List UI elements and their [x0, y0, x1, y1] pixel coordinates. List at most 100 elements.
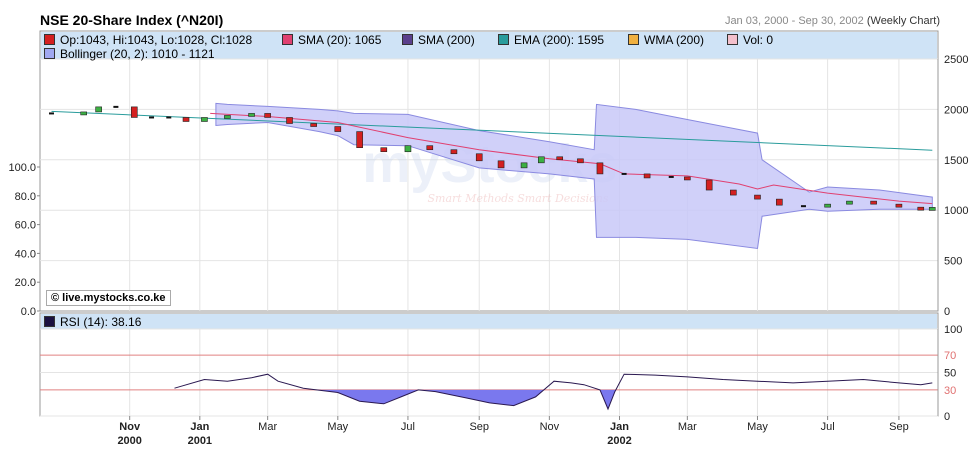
date-tick-label: Nov: [540, 421, 560, 433]
legend-volume-label: Vol: 0: [743, 33, 774, 47]
candle: [917, 206, 925, 211]
candle: [264, 113, 271, 118]
candle: [846, 200, 853, 205]
legend-rsi: RSI (14): 38.16: [44, 315, 141, 329]
candle: [538, 156, 545, 164]
candle: [870, 200, 877, 205]
candle: [310, 123, 317, 127]
rsi-legend-band: [41, 314, 937, 329]
legend-ema200-swatch: [498, 34, 509, 45]
legend-sma20-label: SMA (20): 1065: [298, 33, 382, 47]
rsi-level-label: 70: [944, 350, 956, 362]
date-tick-label: May: [747, 421, 768, 433]
rsi-line: [174, 373, 933, 411]
candle: [201, 117, 208, 122]
candle: [286, 117, 293, 124]
price-axis: 0 500 1000 1500 2000 2500: [937, 54, 968, 318]
candle: [577, 158, 584, 164]
candle: [754, 194, 761, 200]
candle: [475, 153, 483, 162]
date-tick-label: Jul: [821, 421, 835, 433]
volume-tick-label: 40.0: [15, 248, 36, 260]
date-tick-label: Sep: [469, 421, 489, 433]
candle: [224, 115, 231, 119]
price-grid: [40, 58, 938, 311]
candle: [113, 105, 119, 108]
legend-rsi-swatch: [44, 316, 55, 327]
candle: [182, 117, 190, 122]
candle: [824, 203, 831, 208]
legend-sma20-swatch: [282, 34, 293, 45]
candle: [643, 173, 651, 179]
candle: [556, 156, 564, 161]
candle: [705, 179, 713, 191]
legend-volume: Vol: 0: [727, 33, 773, 47]
candle: [149, 116, 155, 119]
candle: [380, 147, 388, 153]
candle: [48, 112, 54, 115]
legend-ohlc-swatch: [44, 34, 55, 45]
date-tick-year: 2001: [188, 435, 212, 447]
candle: [426, 145, 434, 151]
ema200-line: [51, 110, 933, 151]
date-tick-label: Jan: [610, 421, 629, 433]
date-tick-label: May: [327, 421, 348, 433]
price-tick-label: 500: [944, 256, 962, 268]
price-tick-label: 2500: [944, 54, 968, 66]
legend-ema200: EMA (200): 1595: [498, 33, 604, 47]
rsi-axis: 0 50 100 30 70: [937, 324, 962, 423]
volume-tick-label: 0.0: [21, 306, 36, 318]
volume-tick-label: 60.0: [15, 220, 36, 232]
date-tick-label: Jan: [190, 421, 209, 433]
legend-wma200-label: WMA (200): [644, 33, 705, 47]
volume-tick-label: 100.0: [8, 162, 36, 174]
legend-wma200: WMA (200): [628, 33, 704, 47]
candle: [356, 131, 363, 149]
legend-sma200: SMA (200): [402, 33, 475, 47]
candle: [776, 198, 783, 206]
candle: [684, 176, 691, 181]
candle: [95, 106, 102, 113]
candle: [596, 162, 604, 175]
date-range: Jan 03, 2000 - Sep 30, 2002 (Weekly Char…: [725, 15, 940, 27]
price-candles: [48, 105, 936, 211]
rsi-level-label: 30: [944, 385, 956, 397]
candle: [404, 145, 412, 153]
candle: [166, 116, 172, 119]
candle: [334, 126, 342, 132]
price-tick-label: 1000: [944, 205, 968, 217]
date-tick-year: 2000: [117, 435, 141, 447]
legend-ohlc: Op:1043, Hi:1043, Lo:1028, Cl:1028: [44, 33, 252, 47]
volume-tick-label: 80.0: [15, 191, 36, 203]
chart-title: NSE 20-Share Index (^N20I): [40, 12, 224, 28]
candle: [520, 162, 528, 169]
date-tick-label: Nov: [119, 421, 141, 433]
rsi-oversold-fill: [317, 389, 616, 409]
legend-sma20: SMA (20): 1065: [282, 33, 381, 47]
legend-volume-swatch: [727, 34, 738, 45]
date-tick-label: Mar: [258, 421, 277, 433]
candle: [497, 160, 505, 169]
price-tick-label: 2000: [944, 104, 968, 116]
legend-ema200-label: EMA (200): 1595: [514, 33, 605, 47]
rsi-tick-label: 0: [944, 411, 950, 423]
date-axis: Nov 2000 Jan 2001 Mar May Jul Sep Nov Jan 2002 Mar M…: [117, 416, 909, 447]
legend-sma200-swatch: [402, 34, 413, 45]
source-watermark[interactable]: © live.mystocks.co.ke: [46, 290, 171, 306]
price-tick-label: 1500: [944, 155, 968, 167]
candle: [130, 106, 138, 118]
candle: [668, 175, 674, 178]
date-tick-label: Sep: [889, 421, 909, 433]
chart-kind: (Weekly Chart): [866, 15, 940, 27]
candle: [730, 189, 737, 196]
candle: [621, 172, 627, 175]
candle: [928, 207, 936, 211]
legend-sma200-label: SMA (200): [418, 33, 475, 47]
legend-bollinger-label: Bollinger (20, 2): 1010 - 1121: [60, 47, 215, 61]
date-tick-year: 2002: [607, 435, 631, 447]
candle: [80, 111, 87, 116]
date-tick-label: Jul: [401, 421, 415, 433]
legend-wma200-swatch: [628, 34, 639, 45]
legend-bollinger-swatch: [44, 48, 55, 59]
brand-tagline: Smart Methods Smart Decisions: [427, 192, 608, 205]
